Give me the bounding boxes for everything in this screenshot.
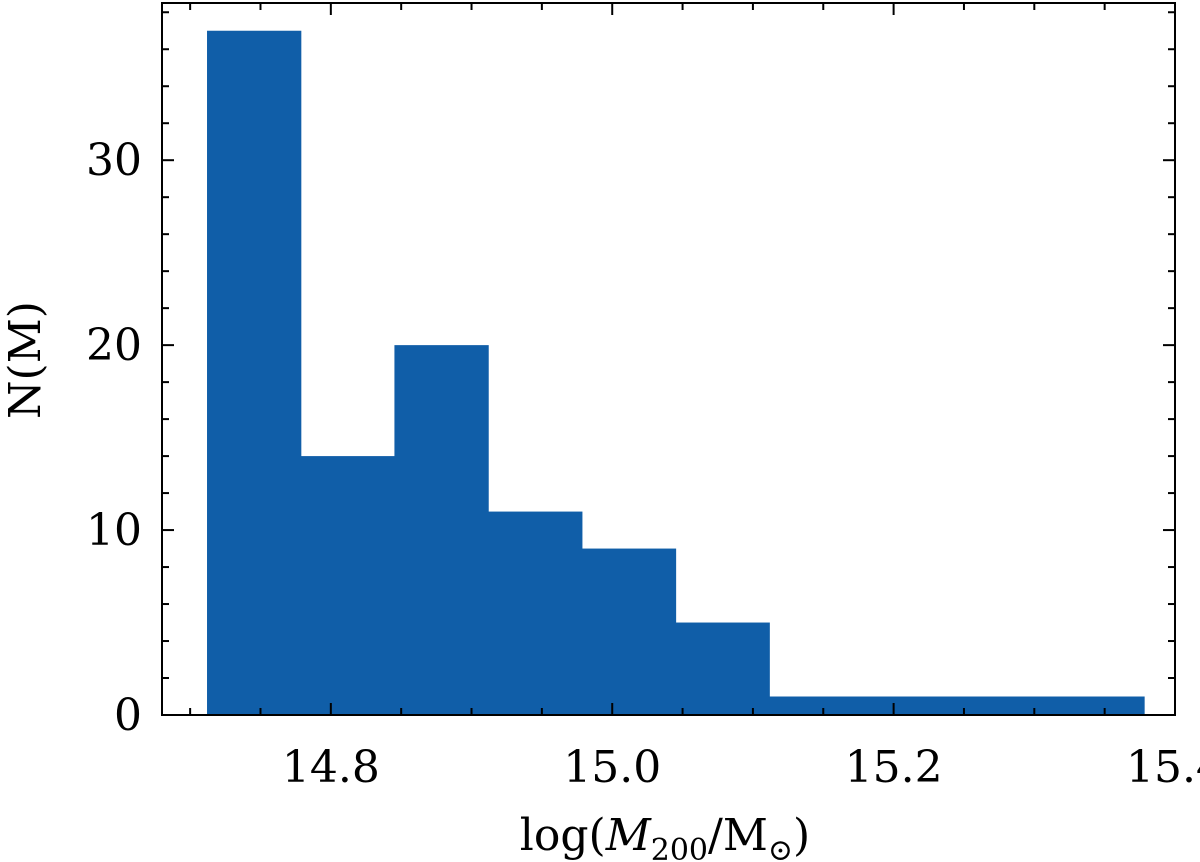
histogram-bar <box>581 548 677 715</box>
histogram-bar <box>1050 696 1145 715</box>
y-tick-label: 0 <box>114 690 142 741</box>
y-tick-label: 10 <box>86 505 142 556</box>
x-tick-label: 15.0 <box>563 742 661 793</box>
y-tick-label: 30 <box>86 135 142 186</box>
histogram-bar <box>207 30 302 716</box>
histogram-bar <box>394 345 489 715</box>
histogram-bar <box>769 696 864 715</box>
plot-frame <box>161 2 1176 716</box>
y-tick-label: 20 <box>86 320 142 371</box>
x-tick-label: 15.2 <box>845 742 943 793</box>
y-axis-label: N(M) <box>0 301 51 419</box>
histogram-bar <box>488 511 583 715</box>
x-axis-label: log(M200/M⊙) <box>520 810 810 862</box>
tick-labels-group: 14.8 15.0 15.2 15.4 0 10 20 30 <box>86 135 1200 793</box>
ticks-group <box>162 3 1176 716</box>
x-tick-label: 15.4 <box>1126 742 1200 793</box>
histogram-bar <box>862 696 958 715</box>
histogram-bar <box>956 696 1051 715</box>
bars-group <box>207 30 1145 716</box>
histogram-bar <box>300 456 396 715</box>
histogram-bar <box>675 622 770 715</box>
x-tick-label: 14.8 <box>282 742 380 793</box>
